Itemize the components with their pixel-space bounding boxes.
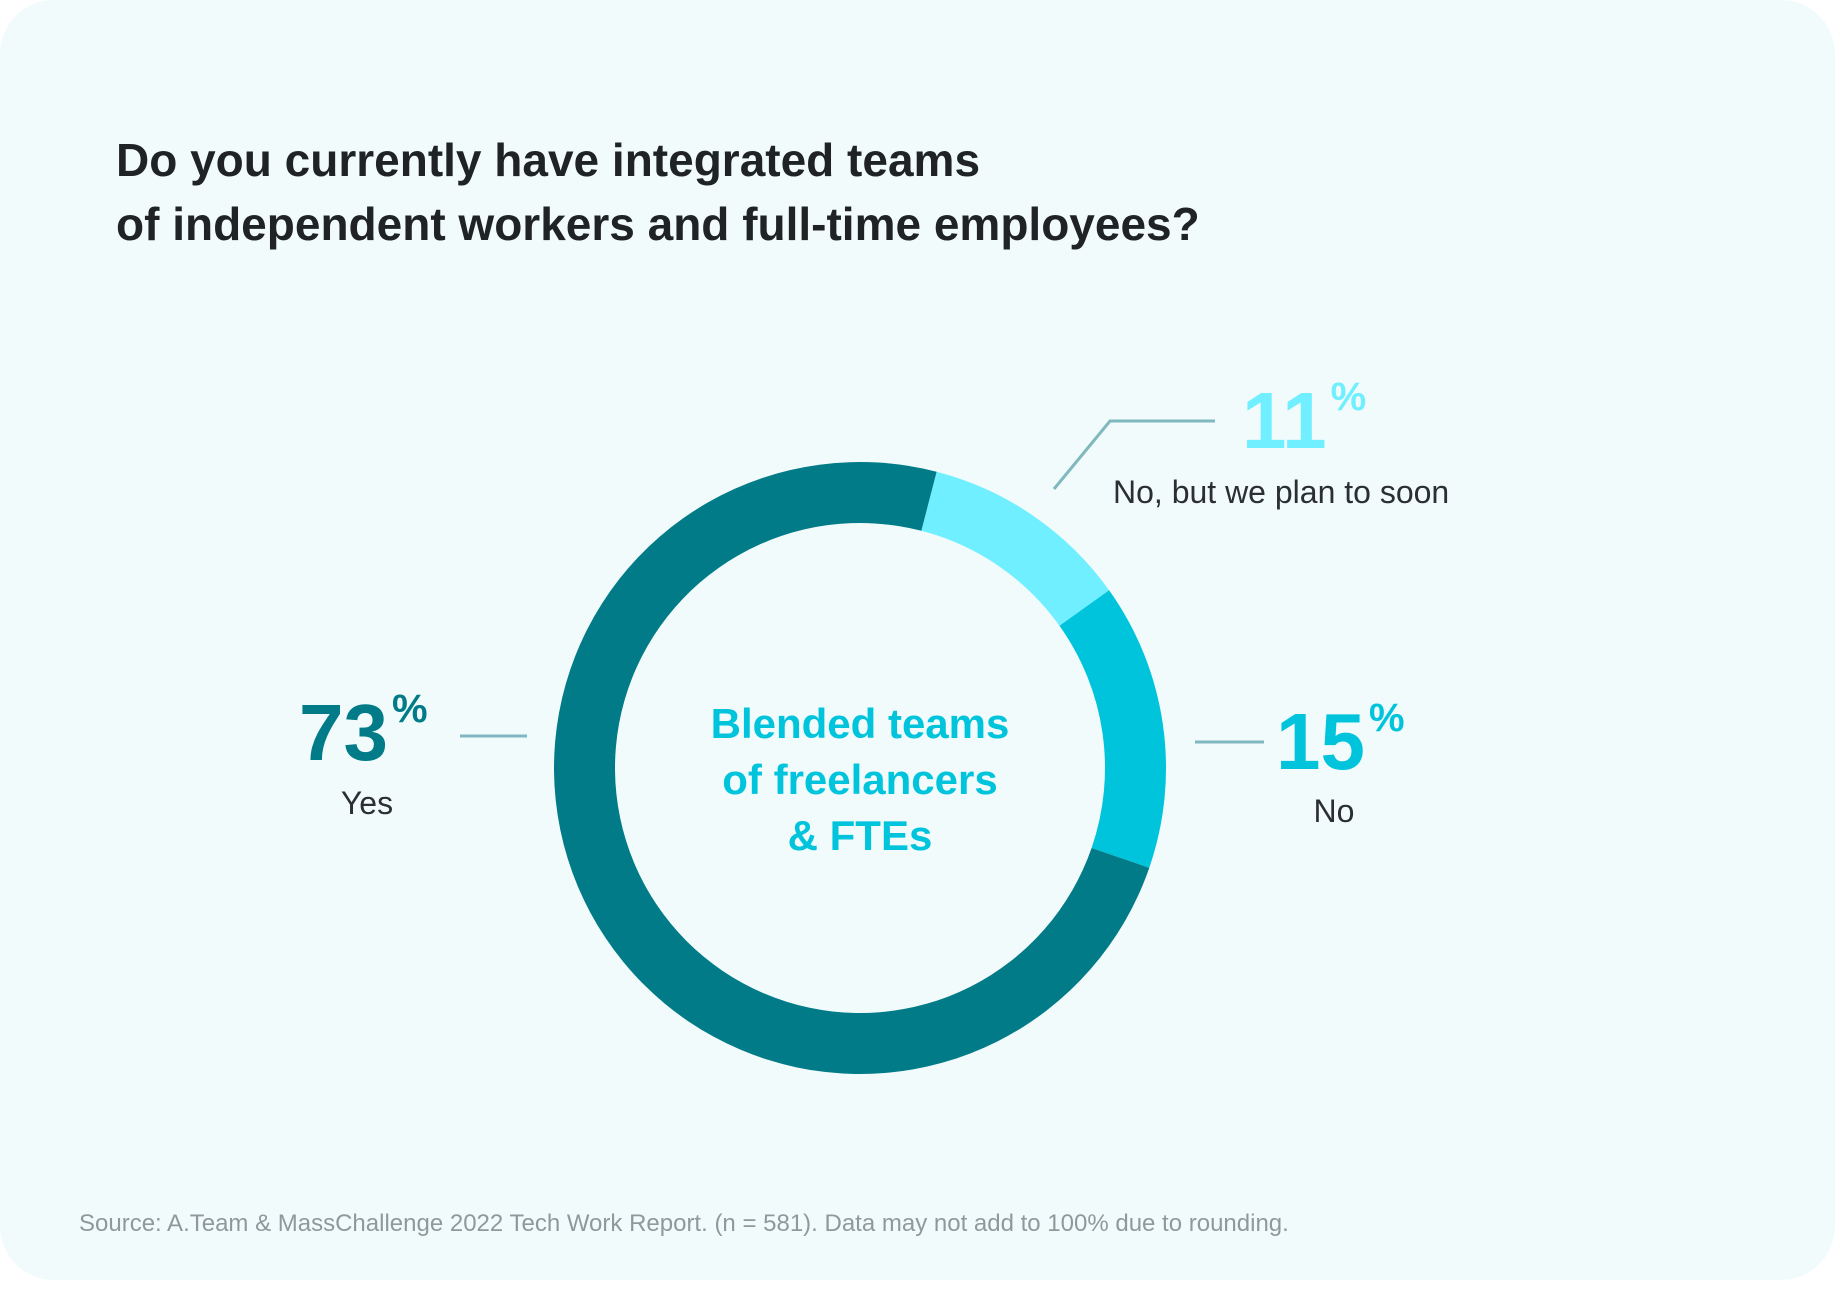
slice-label-yes-text: Yes (341, 785, 393, 821)
donut-slice-no (1059, 590, 1166, 868)
leader-line-plan (1052, 419, 1215, 490)
center-label-line-1: Blended teams (711, 700, 1010, 747)
center-label-line-2: of freelancers (722, 756, 997, 803)
slice-value-no-number: 15 (1276, 697, 1365, 786)
source-note: Source: A.Team & MassChallenge 2022 Tech… (79, 1210, 1289, 1237)
slice-value-yes-unit: % (392, 687, 428, 731)
slice-label-plan: 11% No, but we plan to soon (1052, 375, 1449, 510)
slice-value-yes: 73% (299, 687, 428, 777)
chart-title-line-1: Do you currently have integrated teams (116, 134, 981, 186)
center-label: Blended teams of freelancers & FTEs (711, 700, 1010, 859)
slice-label-no-text: No (1314, 793, 1355, 829)
chart-title-line-2: of independent workers and full-time emp… (116, 198, 1200, 250)
slice-label-yes: 73% Yes (299, 687, 527, 821)
slice-value-no: 15% (1276, 696, 1405, 786)
slice-value-no-unit: % (1369, 696, 1405, 740)
donut-slices (554, 461, 1166, 1074)
donut-slice-no-but-we-plan-to-soon (921, 471, 1110, 626)
chart-title: Do you currently have integrated teams o… (116, 128, 1516, 256)
slice-value-plan: 11% (1242, 375, 1366, 465)
slice-value-plan-number: 11 (1242, 376, 1327, 465)
slice-value-yes-number: 73 (299, 688, 388, 777)
slice-label-plan-text: No, but we plan to soon (1113, 474, 1449, 510)
center-label-line-3: & FTEs (788, 812, 933, 859)
slice-value-plan-unit: % (1331, 375, 1367, 419)
slice-label-no: 15% No (1195, 696, 1405, 829)
